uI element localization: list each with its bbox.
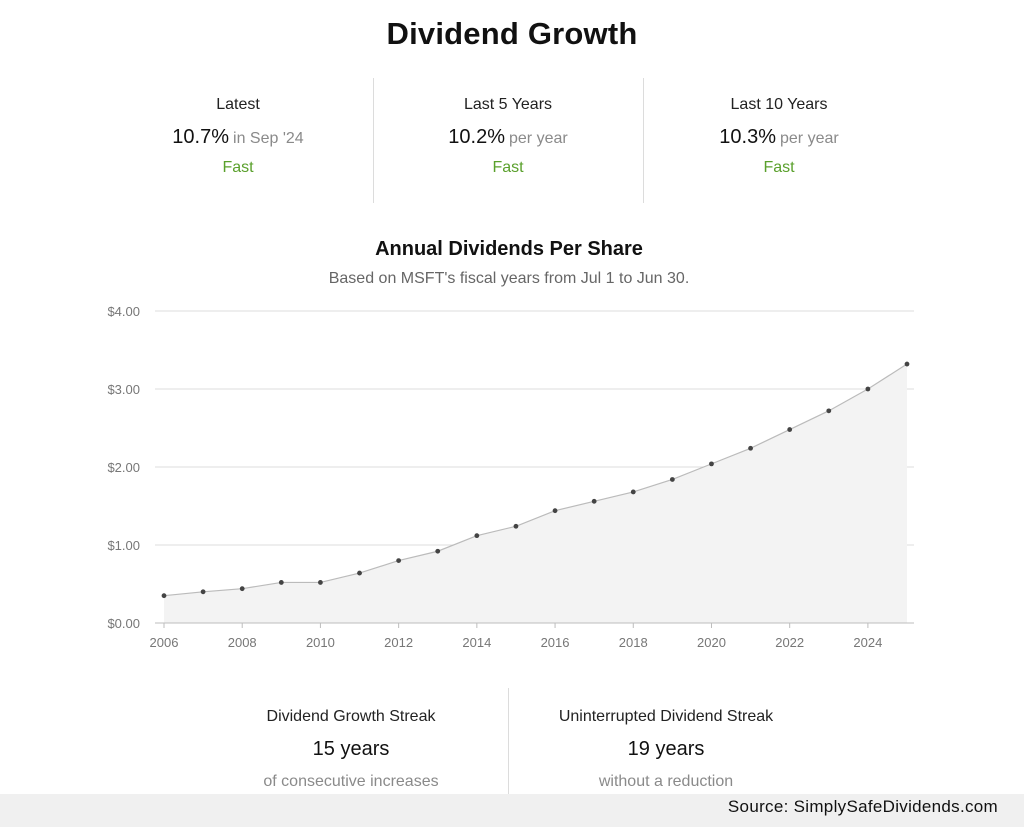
stat-last-10-years: Last 10 Years 10.3% per year Fast	[644, 96, 914, 177]
data-point	[435, 548, 441, 554]
x-tick-label: 2012	[384, 635, 413, 650]
data-point	[630, 489, 636, 495]
data-point	[278, 580, 284, 585]
x-tick-label: 2014	[462, 635, 491, 650]
stat-value: 10.7%	[172, 126, 230, 148]
y-tick-label: $4.00	[107, 304, 140, 319]
stat-divider	[373, 78, 374, 203]
streak-note: of consecutive increases	[263, 773, 439, 790]
chart-subtitle: Based on MSFT's fiscal years from Jul 1 …	[328, 270, 690, 287]
stat-suffix: per year	[780, 130, 839, 147]
data-point	[787, 427, 793, 432]
stat-label: Last 10 Years	[730, 96, 828, 113]
data-point	[200, 589, 206, 595]
footer-band	[0, 794, 1024, 827]
source-credit: Source: SimplySafeDividends.com	[727, 797, 998, 816]
stat-rating: Fast	[492, 159, 524, 176]
x-tick-label: 2016	[541, 635, 570, 650]
data-point	[826, 408, 832, 414]
streak-growth: Dividend Growth Streak 15 years of conse…	[201, 708, 501, 791]
stat-suffix: per year	[509, 130, 568, 147]
stat-label: Last 5 Years	[463, 96, 553, 113]
series-area	[164, 364, 907, 623]
stat-suffix: in Sep '24	[233, 130, 304, 147]
y-tick-label: $0.00	[107, 616, 140, 631]
data-point	[239, 586, 245, 592]
stat-rating: Fast	[222, 159, 254, 176]
y-tick-label: $3.00	[107, 382, 140, 397]
data-point	[669, 477, 675, 482]
data-point	[709, 461, 714, 467]
streak-note: without a reduction	[598, 773, 734, 790]
x-tick-label: 2006	[150, 635, 179, 650]
y-tick-label: $1.00	[107, 538, 140, 553]
streak-value: 15 years	[312, 738, 390, 760]
page-title: Dividend Growth	[386, 16, 638, 51]
data-point	[904, 361, 910, 367]
data-point	[474, 533, 480, 539]
x-tick-label: 2020	[697, 635, 726, 650]
dividend-chart: $0.00 $1.00 $2.00 $3.00 $4.00 2006 2008 2010 201…	[107, 304, 914, 650]
streak-label: Uninterrupted Dividend Streak	[558, 708, 774, 725]
y-tick-label: $2.00	[107, 460, 140, 475]
stat-divider	[643, 78, 644, 203]
data-point	[357, 570, 362, 576]
streak-label: Dividend Growth Streak	[266, 708, 436, 725]
data-point	[865, 386, 871, 392]
series-line	[163, 363, 908, 597]
data-point	[513, 523, 519, 529]
data-point	[748, 445, 753, 451]
streak-divider	[508, 688, 509, 813]
stat-latest: Latest 10.7% in Sep '24 Fast	[103, 96, 373, 177]
x-tick-label: 2008	[228, 635, 257, 650]
stat-last-5-years: Last 5 Years 10.2% per year Fast	[373, 96, 643, 177]
stat-value: 10.2%	[448, 126, 505, 148]
stat-label: Latest	[216, 96, 260, 113]
streak-value: 19 years	[627, 738, 705, 760]
stat-rating: Fast	[763, 159, 795, 176]
stat-value: 10.3%	[719, 126, 776, 148]
chart-title: Annual Dividends Per Share	[375, 238, 643, 260]
data-point	[318, 580, 323, 585]
data-point	[161, 593, 167, 599]
x-tick-label: 2024	[853, 635, 882, 650]
data-point	[552, 508, 558, 514]
x-tick-label: 2022	[775, 635, 804, 650]
streak-uninterrupted: Uninterrupted Dividend Streak 19 years w…	[516, 708, 816, 791]
data-point	[396, 558, 402, 563]
x-tick-label: 2018	[619, 635, 648, 650]
x-tick-label: 2010	[306, 635, 335, 650]
data-point	[591, 498, 597, 504]
